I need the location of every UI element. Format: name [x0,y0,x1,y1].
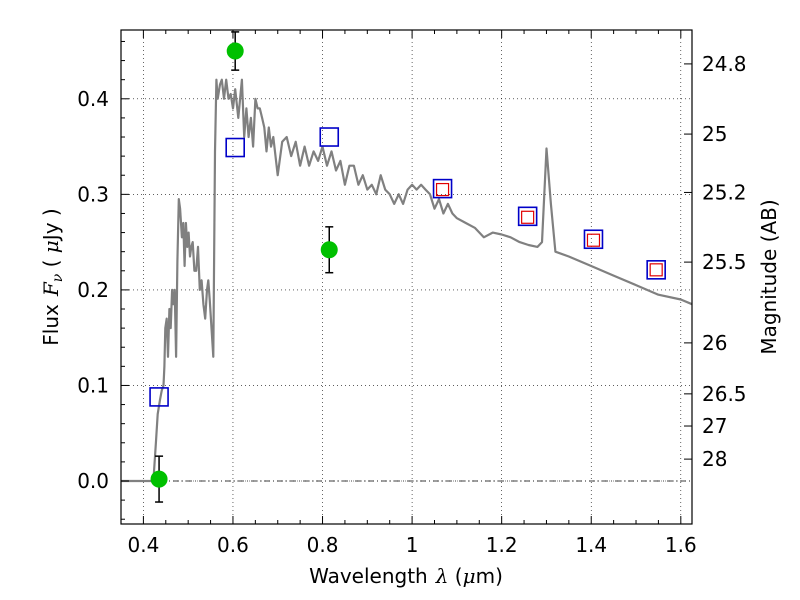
blue-square-point [432,178,453,199]
y2-axis-title: Magnitude (AB) [757,199,781,354]
blue-square-point [583,229,604,250]
y-axis-math-sub: ν [50,273,66,282]
mag-tick-label: 28 [702,447,727,471]
mag-tick-label: 25.2 [702,180,747,204]
y-tick-label: 0.3 [77,182,109,206]
green-data-point [226,42,244,60]
model-spectrum-layer [121,78,693,483]
x-axis-title: Wavelength λ (μm) [309,564,503,588]
y-axis-unit-open: ( [39,253,63,274]
x-tick-label: 1 [406,533,419,557]
model-spectrum-line [121,78,693,483]
y-axis-unit-rest: Jy ) [39,208,63,242]
red-square-point [435,182,450,197]
y-axis-label: Flux [39,304,63,346]
y-tick-label: 0.1 [77,373,109,397]
red-square-point [586,233,601,247]
x-axis-unit-rest: m) [476,564,503,588]
green-data-point [150,470,168,488]
mag-tick-label: 25 [702,122,727,146]
mag-tick-label: 25.5 [702,250,747,274]
mag-tick-label: 27 [702,414,727,438]
blue-square-point [517,206,538,227]
blue-square-point [149,387,169,407]
green-data-point [320,241,338,259]
red-square-point [649,263,663,277]
x-tick-label: 0.8 [307,533,339,557]
tick-labels: 0.4 0.6 0.8 1 1.2 1.4 1.6 0.0 0.1 0.2 0.3 0.4 24.8 25… [77,52,746,557]
x-tick-label: 1.2 [486,533,518,557]
y-tick-label: 0.2 [77,278,109,302]
y-axis-unit-mu: μ [39,240,63,253]
x-axis-unit-open: ( [448,564,462,588]
blue-square-point [319,127,340,147]
mag-tick-label: 26 [702,331,727,355]
mag-tick-label: 24.8 [702,52,747,76]
blue-square-point [646,260,666,280]
blue-square-point [225,137,245,158]
x-axis-unit-mu: μ [463,564,476,588]
x-tick-label: 1.6 [665,533,697,557]
red-square-point [521,210,535,224]
x-tick-label: 1.4 [575,533,607,557]
y-axis-title: Flux Fν ( μJy ) [39,208,66,345]
x-axis-math: λ [435,564,449,588]
axis-ticks [120,30,692,524]
x-axis-label: Wavelength [309,564,428,588]
y-tick-label: 0.4 [77,87,109,111]
y-tick-label: 0.0 [77,469,109,493]
markers-layer [149,31,666,503]
plot-frame [120,29,693,525]
x-tick-label: 0.4 [127,533,159,557]
y-axis-math: F [39,281,63,297]
x-tick-label: 0.6 [217,533,249,557]
mag-tick-label: 26.5 [702,382,747,406]
plot-area [121,30,692,524]
